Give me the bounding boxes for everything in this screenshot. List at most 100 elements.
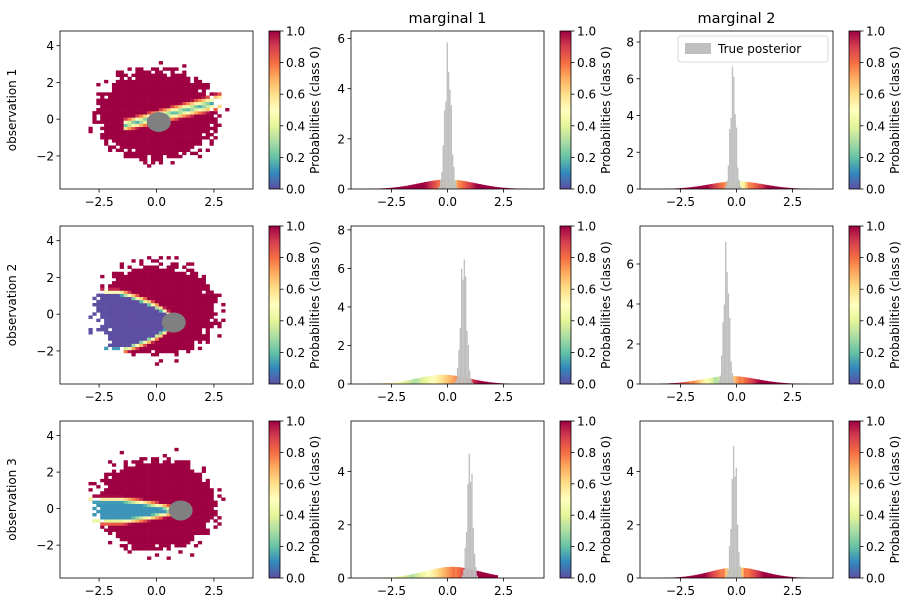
- heatmap-cell: [186, 327, 191, 332]
- prior-bar: [406, 380, 410, 384]
- heatmap-cell: [162, 534, 167, 539]
- heatmap-cell: [190, 129, 195, 134]
- heatmap-cell: [115, 491, 121, 495]
- heatmap-cell: [158, 92, 164, 96]
- heatmap-cell: [150, 544, 156, 548]
- heatmap-cell: [104, 136, 109, 140]
- heatmap-cell: [197, 481, 203, 486]
- heatmap-cell: [123, 290, 128, 294]
- heatmap-cell: [131, 290, 136, 294]
- heatmap-cell: [92, 312, 97, 316]
- heatmap-cell: [154, 132, 160, 137]
- heatmap-cell: [139, 123, 144, 128]
- heatmap-cell: [131, 268, 136, 273]
- heatmap-cell: [123, 516, 128, 520]
- heatmap-cell: [174, 148, 179, 152]
- true-posterior-bar: [723, 304, 726, 384]
- heatmap-cell: [123, 104, 128, 109]
- y-tick-label: 0: [46, 113, 54, 127]
- heatmap-cell: [186, 123, 191, 128]
- colorbar-tick-label: 0.4: [577, 314, 596, 328]
- heatmap-cell: [111, 343, 117, 347]
- heatmap-cell: [162, 337, 167, 341]
- heatmap-cell: [182, 306, 187, 310]
- heatmap-cell: [170, 349, 175, 354]
- heatmap-cell: [115, 101, 121, 106]
- heatmap-cell: [115, 302, 121, 307]
- prior-bar: [478, 184, 482, 189]
- heatmap-cell: [209, 513, 214, 517]
- heatmap-cell: [115, 481, 121, 486]
- heatmap-cell: [139, 111, 144, 115]
- heatmap-cell: [166, 460, 171, 464]
- heatmap-cell: [143, 513, 148, 517]
- heatmap-cell: [158, 284, 164, 288]
- heatmap-cell: [166, 331, 171, 335]
- heatmap-cell: [147, 509, 152, 514]
- legend-label: True posterior: [717, 42, 801, 56]
- heatmap-cell: [100, 101, 105, 106]
- heatmap-cell: [190, 107, 195, 112]
- heatmap-cell: [96, 92, 101, 96]
- heatmap-cell: [131, 309, 136, 313]
- heatmap-cell: [119, 296, 124, 301]
- heatmap-cell: [158, 488, 164, 492]
- heatmap-cell: [154, 104, 160, 109]
- heatmap-cell: [147, 139, 152, 143]
- heatmap-cell: [174, 114, 179, 118]
- y-tick-label: 0: [46, 308, 54, 322]
- heatmap-cell: [197, 302, 203, 307]
- heatmap-cell: [170, 525, 175, 529]
- heatmap-cell: [162, 129, 167, 134]
- heatmap-cell: [186, 274, 191, 279]
- heatmap-cell: [104, 132, 109, 137]
- heatmap-cell: [150, 148, 156, 152]
- heatmap-cell: [139, 321, 144, 326]
- heatmap-cell: [115, 324, 121, 329]
- prior-bar: [735, 376, 739, 384]
- heatmap-cell: [154, 73, 160, 78]
- heatmap-cell: [139, 475, 144, 480]
- heatmap-cell: [119, 478, 124, 483]
- heatmap-cell: [139, 299, 144, 304]
- heatmap-cell: [131, 519, 136, 523]
- heatmap-cell: [143, 315, 148, 319]
- heatmap-cell: [143, 534, 148, 539]
- colorbar-tick-label: 0.8: [286, 446, 305, 460]
- true-posterior-bar: [730, 361, 732, 384]
- heatmap-cell: [150, 259, 156, 263]
- true-posterior-bar: [733, 381, 735, 384]
- prior-bar: [481, 572, 485, 578]
- heatmap-cell: [143, 111, 148, 115]
- heatmap-cell: [190, 98, 195, 103]
- heatmap-cell: [104, 111, 109, 115]
- heatmap-cell: [158, 485, 164, 489]
- heatmap-cell: [96, 120, 101, 124]
- heatmap-cell: [123, 346, 128, 351]
- heatmap-cell: [150, 98, 156, 103]
- heatmap-cell: [170, 475, 175, 480]
- prior-bar: [710, 184, 714, 189]
- heatmap-cell: [135, 309, 140, 313]
- heatmap-cell: [131, 95, 136, 99]
- heatmap-cell: [174, 73, 179, 78]
- heatmap-cell: [174, 98, 179, 103]
- colorbar-tick-label: 0.6: [286, 283, 305, 297]
- heatmap-cell: [166, 67, 171, 71]
- heatmap-cell: [166, 516, 171, 520]
- x-tick-label: 2.5: [494, 390, 513, 404]
- heatmap-cell: [135, 120, 140, 124]
- heatmap-cell: [131, 534, 136, 539]
- true-posterior-bar: [727, 165, 730, 189]
- heatmap-cell: [182, 302, 187, 307]
- heatmap-cell: [127, 117, 132, 121]
- heatmap-cell: [197, 312, 203, 316]
- prior-bar: [397, 186, 401, 189]
- heatmap-cell: [150, 463, 156, 467]
- heatmap-cell: [104, 302, 109, 307]
- heatmap-cell: [158, 274, 164, 279]
- heatmap-cell: [115, 296, 121, 301]
- heatmap-cell: [174, 469, 179, 473]
- heatmap-cell: [213, 293, 218, 298]
- heatmap-cell: [123, 73, 128, 78]
